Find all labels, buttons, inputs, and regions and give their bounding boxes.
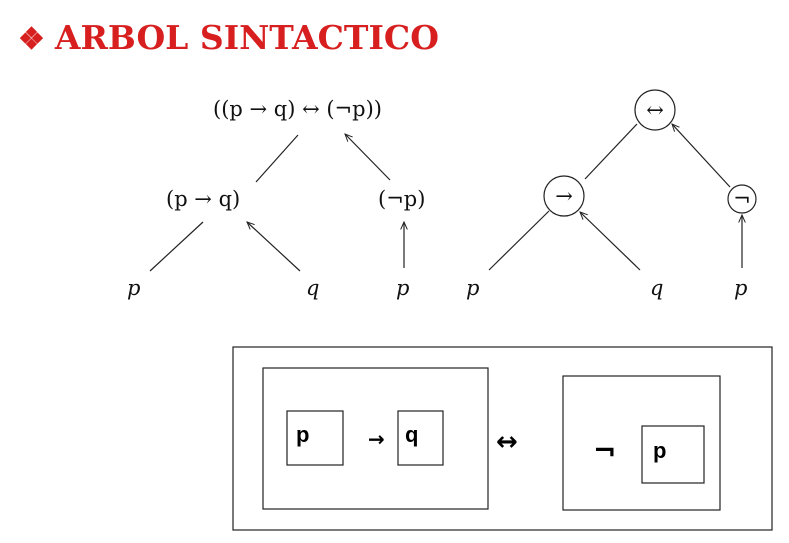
tree-edge-root-right: [345, 134, 391, 181]
circle-edge-root-right: [672, 124, 731, 188]
node-left-operator: →: [555, 184, 573, 208]
box-p-left-label: p: [296, 422, 309, 447]
outer-box: [232, 346, 773, 531]
text-parse-tree: ((p → q) ↔ (¬p)) (p → q) (¬p) p q p: [127, 97, 425, 300]
circle-leaf-p1: p: [466, 276, 479, 300]
box-p-left: [286, 410, 344, 466]
circle-edge-left-p: [488, 210, 550, 271]
tree-left-formula: (p → q): [166, 187, 240, 211]
box-p-right-label: p: [653, 438, 666, 463]
box-p-right: [641, 425, 705, 484]
node-left-circle: [543, 175, 585, 217]
box-diagram: p → q ↔ ¬ p: [232, 346, 773, 531]
node-root-circle: [634, 89, 676, 131]
circle-leaf-q: q: [650, 276, 663, 300]
right-inner-box: [562, 375, 721, 511]
title-text: ARBOL SINTACTICO: [54, 18, 439, 57]
box-negation-symbol: ¬: [593, 434, 616, 467]
diamond-bullet-icon: ❖: [18, 22, 45, 57]
tree-leaf-q: q: [306, 276, 319, 300]
node-right-operator: ¬: [733, 187, 751, 211]
box-implication-arrow: →: [368, 427, 385, 451]
tree-edge-left-q: [247, 222, 301, 272]
operator-parse-tree: ↔ → ¬ p q p: [466, 89, 757, 300]
circle-edge-root-left: [584, 123, 638, 180]
left-inner-box: [262, 367, 489, 510]
tree-edge-left-p: [149, 221, 204, 272]
slide-title: ❖ ARBOL SINTACTICO: [18, 18, 439, 57]
node-right-circle: [727, 184, 757, 214]
box-biconditional-arrow: ↔: [496, 427, 518, 457]
circle-leaf-p2: p: [734, 276, 747, 300]
tree-leaf-p1: p: [127, 276, 140, 300]
tree-leaf-p2: p: [396, 276, 409, 300]
box-q: [397, 410, 444, 466]
tree-edge-root-left: [255, 134, 299, 183]
node-root-operator: ↔: [646, 98, 664, 122]
box-q-label: q: [405, 422, 418, 447]
circle-edge-left-q: [580, 212, 641, 271]
tree-root-formula: ((p → q) ↔ (¬p)): [213, 97, 382, 121]
tree-right-formula: (¬p): [378, 187, 425, 211]
